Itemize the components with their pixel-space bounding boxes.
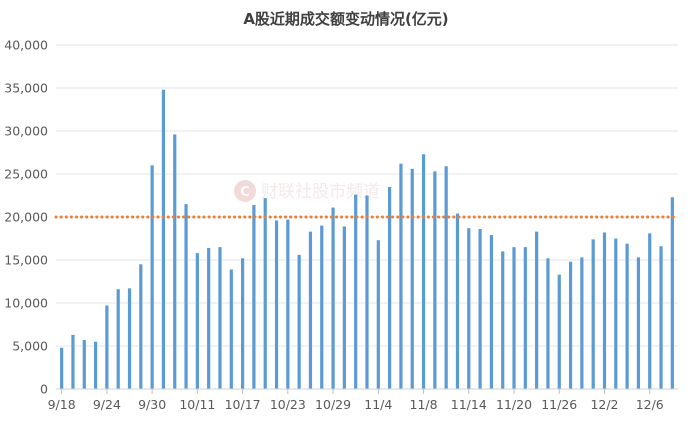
- bar: [116, 289, 120, 389]
- bar: [82, 339, 86, 389]
- bar: [376, 240, 380, 389]
- bar: [399, 163, 403, 389]
- watermark-text: 财联社股市频道: [261, 182, 380, 202]
- bar: [263, 198, 267, 389]
- bar: [557, 274, 561, 389]
- bar: [150, 165, 154, 389]
- x-tick-label: 9/18: [48, 397, 76, 412]
- bar: [60, 347, 64, 389]
- bar: [535, 231, 539, 389]
- bar: [241, 258, 245, 389]
- bar: [161, 89, 166, 389]
- x-tick-label: 10/23: [270, 397, 306, 412]
- bar: [105, 305, 109, 389]
- x-tick-label: 11/4: [364, 397, 392, 412]
- bar: [580, 257, 584, 389]
- bar: [252, 204, 256, 389]
- bar: [421, 154, 426, 389]
- cls-logo-icon: [234, 180, 256, 202]
- x-axis: 9/18 9/24 9/30 10/11 10/17 10/23 10/29 11/4 11/8…: [48, 389, 664, 412]
- bar: [410, 168, 414, 389]
- bar: [388, 186, 392, 389]
- bar: [139, 264, 143, 389]
- y-tick-label: 20,000: [4, 210, 48, 225]
- bar: [93, 341, 98, 389]
- svg-text:C: C: [240, 185, 250, 200]
- bar: [433, 171, 437, 389]
- bar: [173, 134, 177, 389]
- bar: [184, 204, 188, 389]
- bar: [489, 235, 493, 389]
- y-tick-label: 5,000: [12, 339, 48, 354]
- bar: [501, 251, 505, 389]
- x-tick-label: 10/11: [179, 397, 215, 412]
- bar: [71, 334, 75, 389]
- bar: [297, 254, 301, 389]
- x-tick-label: 11/14: [451, 397, 487, 412]
- y-tick-label: 30,000: [4, 124, 48, 139]
- y-tick-label: 35,000: [4, 81, 48, 96]
- bar: [229, 269, 233, 389]
- bar: [195, 253, 199, 389]
- chart-title: A股近期成交额变动情况(亿元): [243, 10, 448, 28]
- bar: [614, 238, 618, 389]
- bar: [444, 166, 448, 389]
- bar: [670, 197, 674, 389]
- bar: [625, 243, 629, 389]
- x-tick-label: 9/30: [138, 397, 166, 412]
- y-tick-label: 15,000: [4, 253, 48, 268]
- x-tick-label: 12/6: [636, 397, 664, 412]
- bar: [207, 247, 211, 389]
- bar: [365, 195, 369, 389]
- bar: [478, 229, 482, 389]
- bar: [568, 261, 573, 389]
- bar: [274, 220, 279, 389]
- bar: [354, 194, 358, 389]
- x-tick-label: 10/29: [315, 397, 351, 412]
- bar: [308, 231, 313, 389]
- bar: [512, 247, 516, 389]
- bar: [218, 247, 222, 389]
- x-tick-label: 9/24: [93, 397, 121, 412]
- bar: [467, 228, 471, 389]
- bar: [523, 247, 527, 389]
- bar: [331, 207, 335, 389]
- bars: [60, 89, 674, 389]
- y-tick-label: 40,000: [4, 38, 48, 53]
- x-tick-label: 11/8: [410, 397, 438, 412]
- y-tick-label: 10,000: [4, 296, 48, 311]
- bar: [320, 225, 324, 389]
- x-tick-label: 12/2: [590, 397, 618, 412]
- bar: [286, 219, 290, 389]
- y-tick-label: 25,000: [4, 167, 48, 182]
- bar: [546, 258, 550, 389]
- x-tick-label: 10/17: [225, 397, 261, 412]
- bar: [659, 246, 663, 389]
- y-tick-label: 0: [40, 382, 48, 397]
- bar: [648, 233, 652, 389]
- bar: [455, 213, 460, 389]
- bar: [127, 288, 132, 389]
- watermark: C 财联社股市频道: [234, 180, 380, 202]
- x-tick-label: 11/20: [496, 397, 532, 412]
- bar: [342, 226, 346, 389]
- y-axis: 0 5,000 10,000 15,000 20,000 25,000 30,000 35,0…: [4, 38, 48, 397]
- bar: [636, 257, 641, 389]
- bar: [591, 239, 595, 389]
- bar: [602, 232, 607, 389]
- x-tick-label: 11/26: [541, 397, 577, 412]
